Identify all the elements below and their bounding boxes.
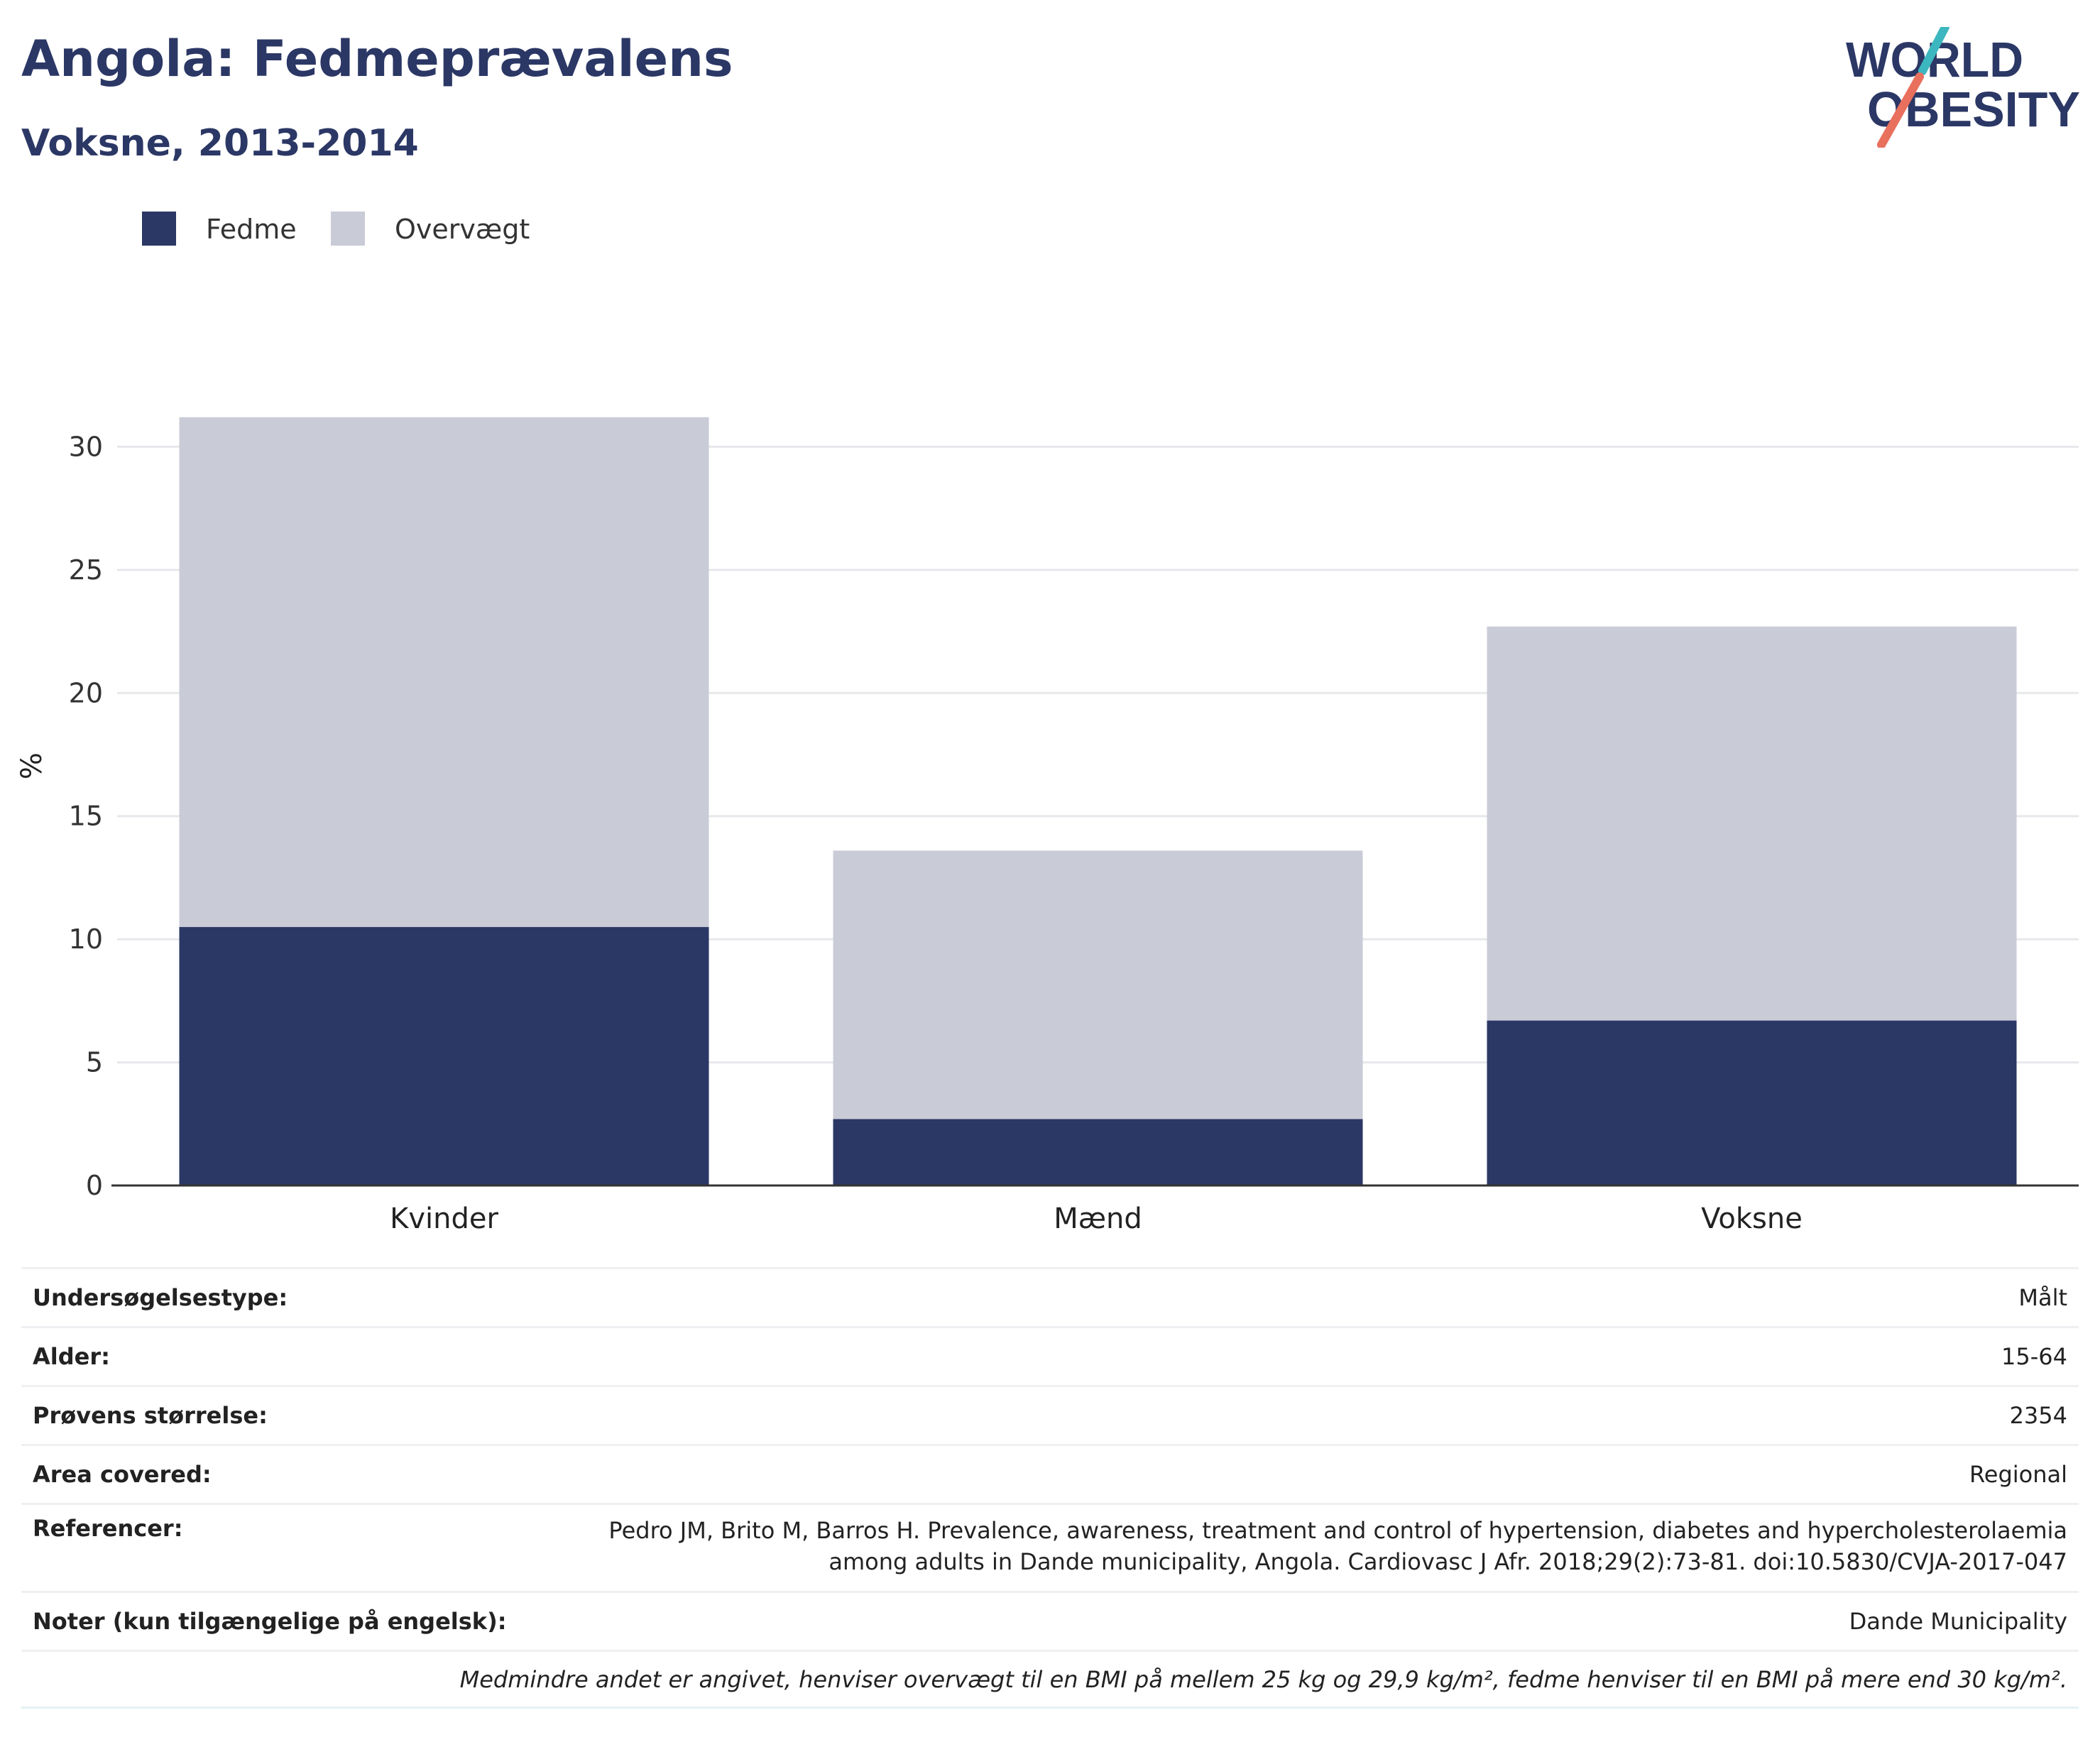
bar-overvaegt (1487, 626, 2017, 1021)
meta-value: Regional (1969, 1461, 2067, 1488)
bar-fedme (179, 926, 709, 1185)
bar-overvaegt (833, 850, 1363, 1119)
bar-fedme (1487, 1020, 2017, 1185)
page-title: Angola: Fedmeprævalens (21, 30, 733, 88)
bar-chart: 0 5 10 15 20 25 30% Kvinder Mænd Voksne (16, 417, 2079, 1235)
meta-key: Alder: (33, 1343, 110, 1370)
legend-swatch-fedme (142, 212, 176, 246)
legend-label-fedme: Fedme (206, 214, 297, 245)
meta-value: Målt (2018, 1284, 2067, 1311)
bar-overvaegt (179, 417, 709, 927)
legend-label-overvaegt: Overvægt (395, 214, 530, 245)
y-tick-label: 0 (86, 1170, 103, 1201)
page-subtitle: Voksne, 2013-2014 (21, 122, 419, 165)
y-tick-label: 5 (86, 1047, 103, 1078)
meta-key: Undersøgelsestype: (33, 1284, 288, 1311)
y-tick-label: 20 (69, 677, 103, 708)
meta-value: Dande Municipality (1849, 1608, 2067, 1635)
meta-key: Area covered: (33, 1461, 212, 1488)
legend-swatch-overvaegt (331, 212, 365, 246)
x-tick-label: Kvinder (390, 1203, 498, 1235)
y-axis-label: % (16, 752, 48, 779)
logo-slash-coral (1877, 72, 1924, 148)
meta-row-survey-type: Undersøgelsestype: Målt (21, 1267, 2079, 1326)
bar-fedme (833, 1119, 1363, 1185)
x-tick-label: Mænd (1054, 1203, 1142, 1235)
meta-key: Prøvens størrelse: (33, 1402, 268, 1429)
meta-row-notes: Noter (kun tilgængelige på engelsk): Dan… (21, 1591, 2079, 1650)
logo-slash-teal (1918, 27, 1949, 75)
meta-value: 15-64 (2001, 1343, 2067, 1370)
meta-row-sample-size: Prøvens størrelse: 2354 (21, 1385, 2079, 1444)
y-tick-label: 15 (69, 801, 103, 832)
x-tick-label: Voksne (1701, 1203, 1803, 1235)
meta-key: Referencer: (33, 1515, 183, 1542)
definition-note: Medmindre andet er angivet, henviser ove… (21, 1650, 2079, 1709)
meta-value[interactable]: Pedro JM, Brito M, Barros H. Prevalence,… (608, 1517, 2067, 1575)
y-tick-label: 10 (69, 924, 103, 955)
metadata-table: Undersøgelsestype: Målt Alder: 15-64 Prø… (21, 1267, 2079, 1709)
meta-row-area-covered: Area covered: Regional (21, 1444, 2079, 1503)
world-obesity-logo: WORLD OBESITY (1846, 27, 2080, 148)
y-tick-label: 25 (69, 554, 103, 586)
meta-value: 2354 (2009, 1402, 2067, 1429)
meta-key: Noter (kun tilgængelige på engelsk): (33, 1608, 507, 1635)
meta-row-references: Referencer: Pedro JM, Brito M, Barros H.… (21, 1503, 2079, 1591)
y-tick-label: 30 (69, 431, 103, 462)
meta-row-age: Alder: 15-64 (21, 1326, 2079, 1385)
